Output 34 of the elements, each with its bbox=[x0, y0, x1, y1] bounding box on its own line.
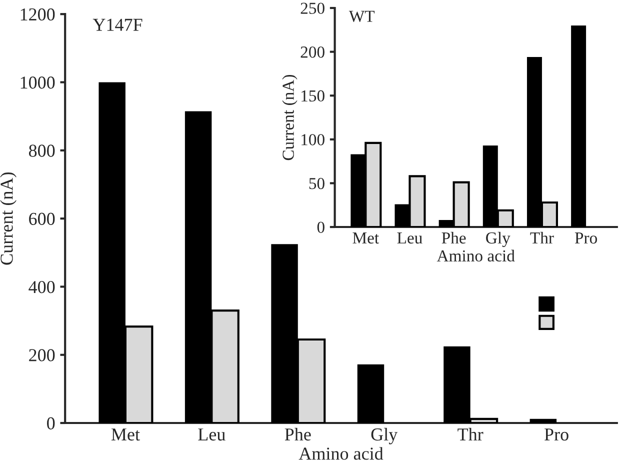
y-axis-title: Current (nA) bbox=[0, 172, 16, 265]
x-tick-label: Met bbox=[111, 428, 140, 441]
x-axis-title: Amino acid bbox=[436, 250, 515, 262]
x-tick-label: Leu bbox=[198, 428, 226, 441]
y-tick-label: 600 bbox=[29, 212, 55, 225]
chart-title: WT bbox=[348, 10, 375, 22]
y-tick-label: 0 bbox=[317, 222, 324, 233]
y-tick-label: 1000 bbox=[20, 76, 55, 89]
y-tick-label: 150 bbox=[302, 90, 324, 102]
x-tick-label: Gly bbox=[371, 428, 398, 444]
x-tick-label: Thr bbox=[530, 232, 554, 244]
y-tick-label: 200 bbox=[29, 349, 55, 362]
y-tick-label: 250 bbox=[300, 2, 324, 14]
x-tick-label: Gly bbox=[486, 232, 510, 248]
y-axis-title: Current (nA) bbox=[282, 74, 298, 160]
x-tick-label: Met bbox=[352, 232, 379, 244]
x-tick-label: Phe bbox=[284, 428, 311, 441]
y-tick-label: 50 bbox=[309, 178, 324, 190]
y-tick-label: 1200 bbox=[20, 8, 55, 21]
y-tick-label: 800 bbox=[28, 144, 55, 157]
x-tick-label: Pro bbox=[544, 428, 568, 441]
x-axis-title: Amino acid bbox=[298, 447, 384, 460]
x-tick-label: Phe bbox=[442, 232, 466, 244]
y-tick-label: 100 bbox=[302, 134, 324, 146]
bar bbox=[571, 26, 586, 228]
chart-title: Y147F bbox=[92, 18, 142, 31]
x-tick-label: Thr bbox=[458, 428, 484, 440]
y-tick-label: 0 bbox=[47, 417, 55, 430]
y-tick-label: 400 bbox=[28, 280, 55, 294]
x-tick-label: Pro bbox=[574, 232, 597, 244]
x-tick-label: Leu bbox=[397, 232, 422, 244]
bar bbox=[530, 418, 557, 423]
y-tick-label: 200 bbox=[300, 46, 324, 58]
bar bbox=[357, 364, 384, 423]
